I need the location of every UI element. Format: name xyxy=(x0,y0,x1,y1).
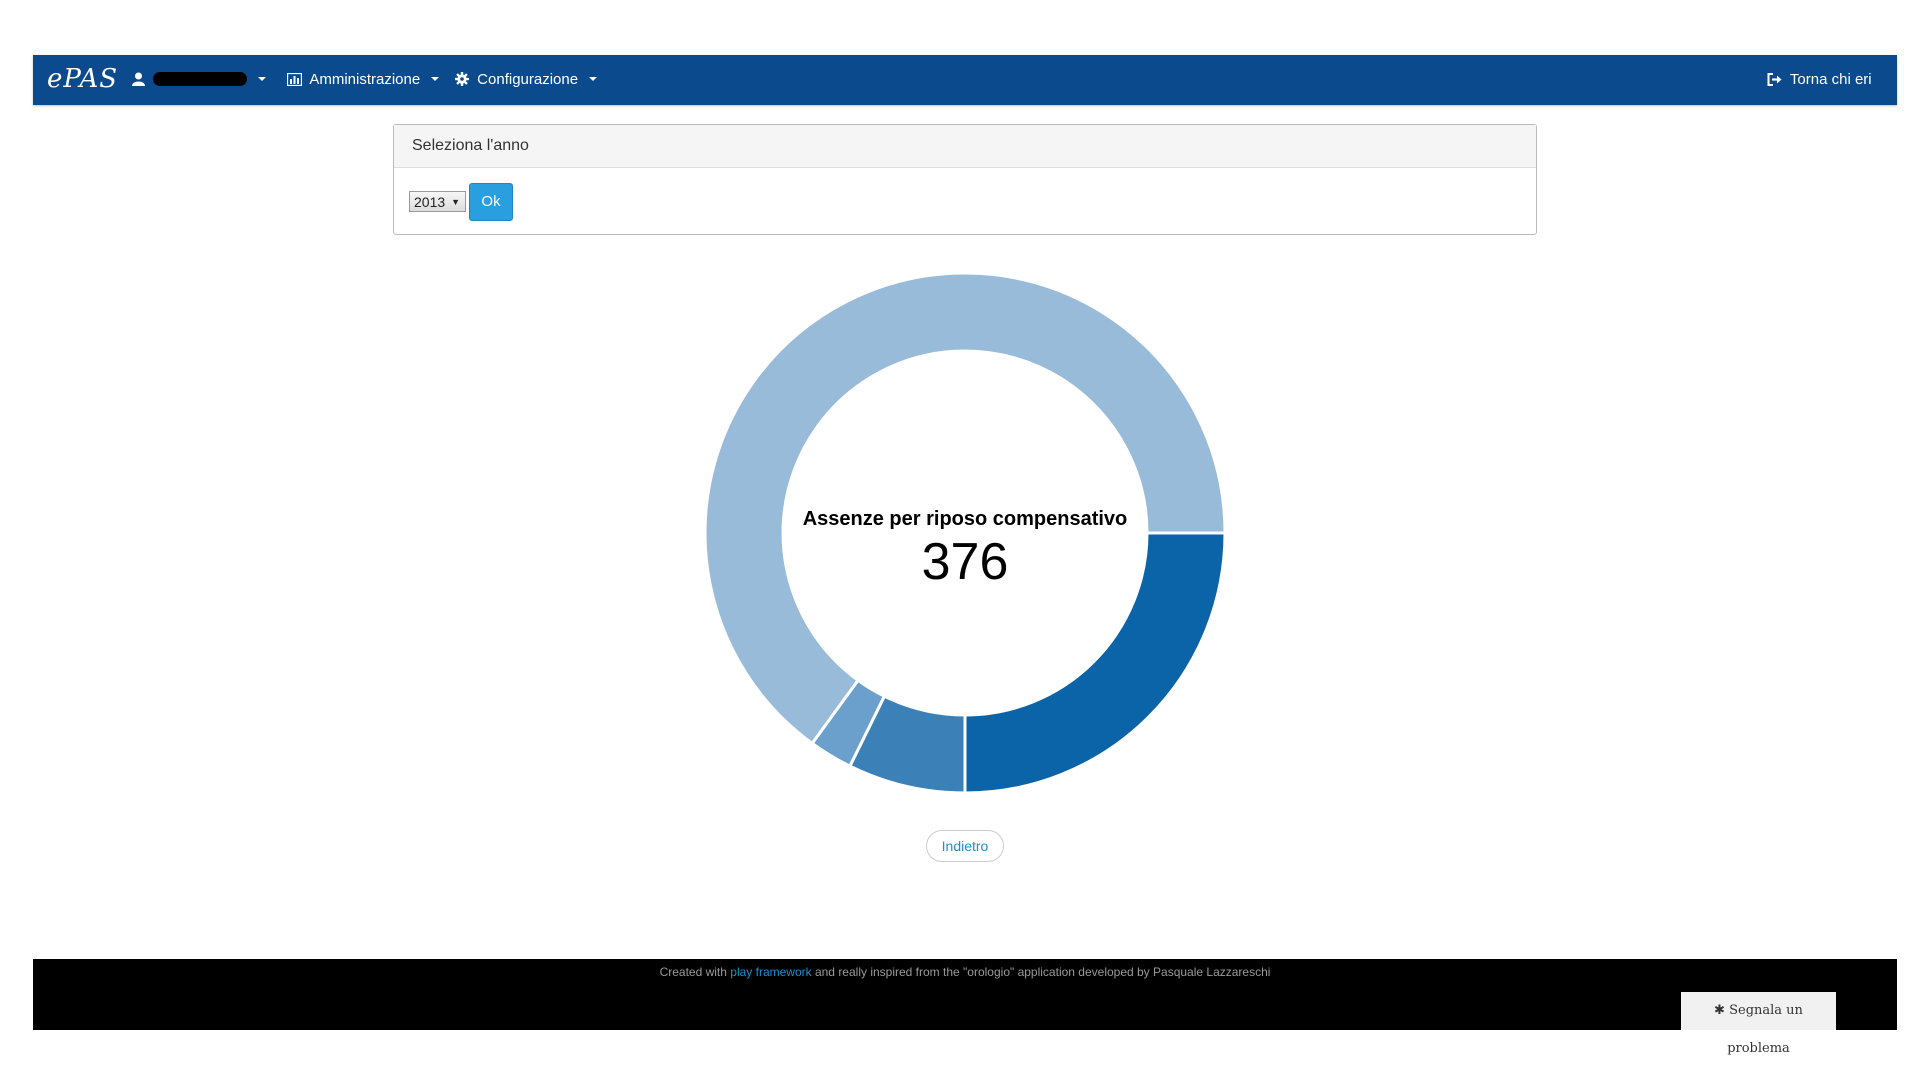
menu-amministrazione[interactable]: Amministrazione xyxy=(286,55,440,105)
year-select-value: 2013 xyxy=(414,194,446,210)
footer-text: Created with play framework and really i… xyxy=(33,965,1897,979)
torna-chi-eri-label: Torna chi eri xyxy=(1789,71,1872,88)
play-framework-link[interactable]: play framework xyxy=(730,965,812,979)
chevron-down-icon: ▼ xyxy=(451,197,460,207)
bug-icon: ✱ xyxy=(1714,1003,1725,1018)
report-problem-label: Segnala un problema xyxy=(1727,1003,1803,1056)
user-menu[interactable] xyxy=(132,55,267,105)
gear-icon xyxy=(455,72,469,86)
brand-logo[interactable]: ePAS xyxy=(47,64,119,94)
user-icon xyxy=(132,72,145,86)
chevron-down-icon xyxy=(589,77,598,81)
panel-heading: Seleziona l'anno xyxy=(394,125,1536,168)
chart-title: Assenze per riposo compensativo xyxy=(802,508,1128,530)
footer-text-before: Created with xyxy=(659,965,731,979)
menu-amministrazione-label: Amministrazione xyxy=(309,71,421,88)
ok-button[interactable]: Ok xyxy=(469,183,513,221)
menu-configurazione-label: Configurazione xyxy=(477,71,579,88)
chevron-down-icon xyxy=(258,77,267,81)
user-name-redacted xyxy=(153,72,248,86)
footer: Created with play framework and really i… xyxy=(33,959,1897,1030)
report-problem-button[interactable]: ✱ Segnala un problema xyxy=(1681,992,1836,1056)
menu-configurazione[interactable]: Configurazione xyxy=(455,55,598,105)
chevron-down-icon xyxy=(431,77,440,81)
year-selection-panel: Seleziona l'anno 2013 ▼ Ok xyxy=(393,124,1537,235)
donut-slice-1[interactable] xyxy=(963,531,1227,795)
chart-total: 376 xyxy=(921,533,1009,591)
top-navbar: ePAS Amministrazione xyxy=(33,55,1897,105)
back-button[interactable]: Indietro xyxy=(926,830,1004,862)
torna-chi-eri-link[interactable]: Torna chi eri xyxy=(1767,55,1872,105)
sign-out-icon xyxy=(1767,73,1782,86)
year-select[interactable]: 2013 ▼ xyxy=(409,191,466,212)
donut-slice-4[interactable] xyxy=(703,271,1227,746)
bar-chart-icon xyxy=(286,72,303,87)
footer-text-after: and really inspired from the "orologio" … xyxy=(811,965,1271,979)
donut-chart xyxy=(703,271,1227,795)
